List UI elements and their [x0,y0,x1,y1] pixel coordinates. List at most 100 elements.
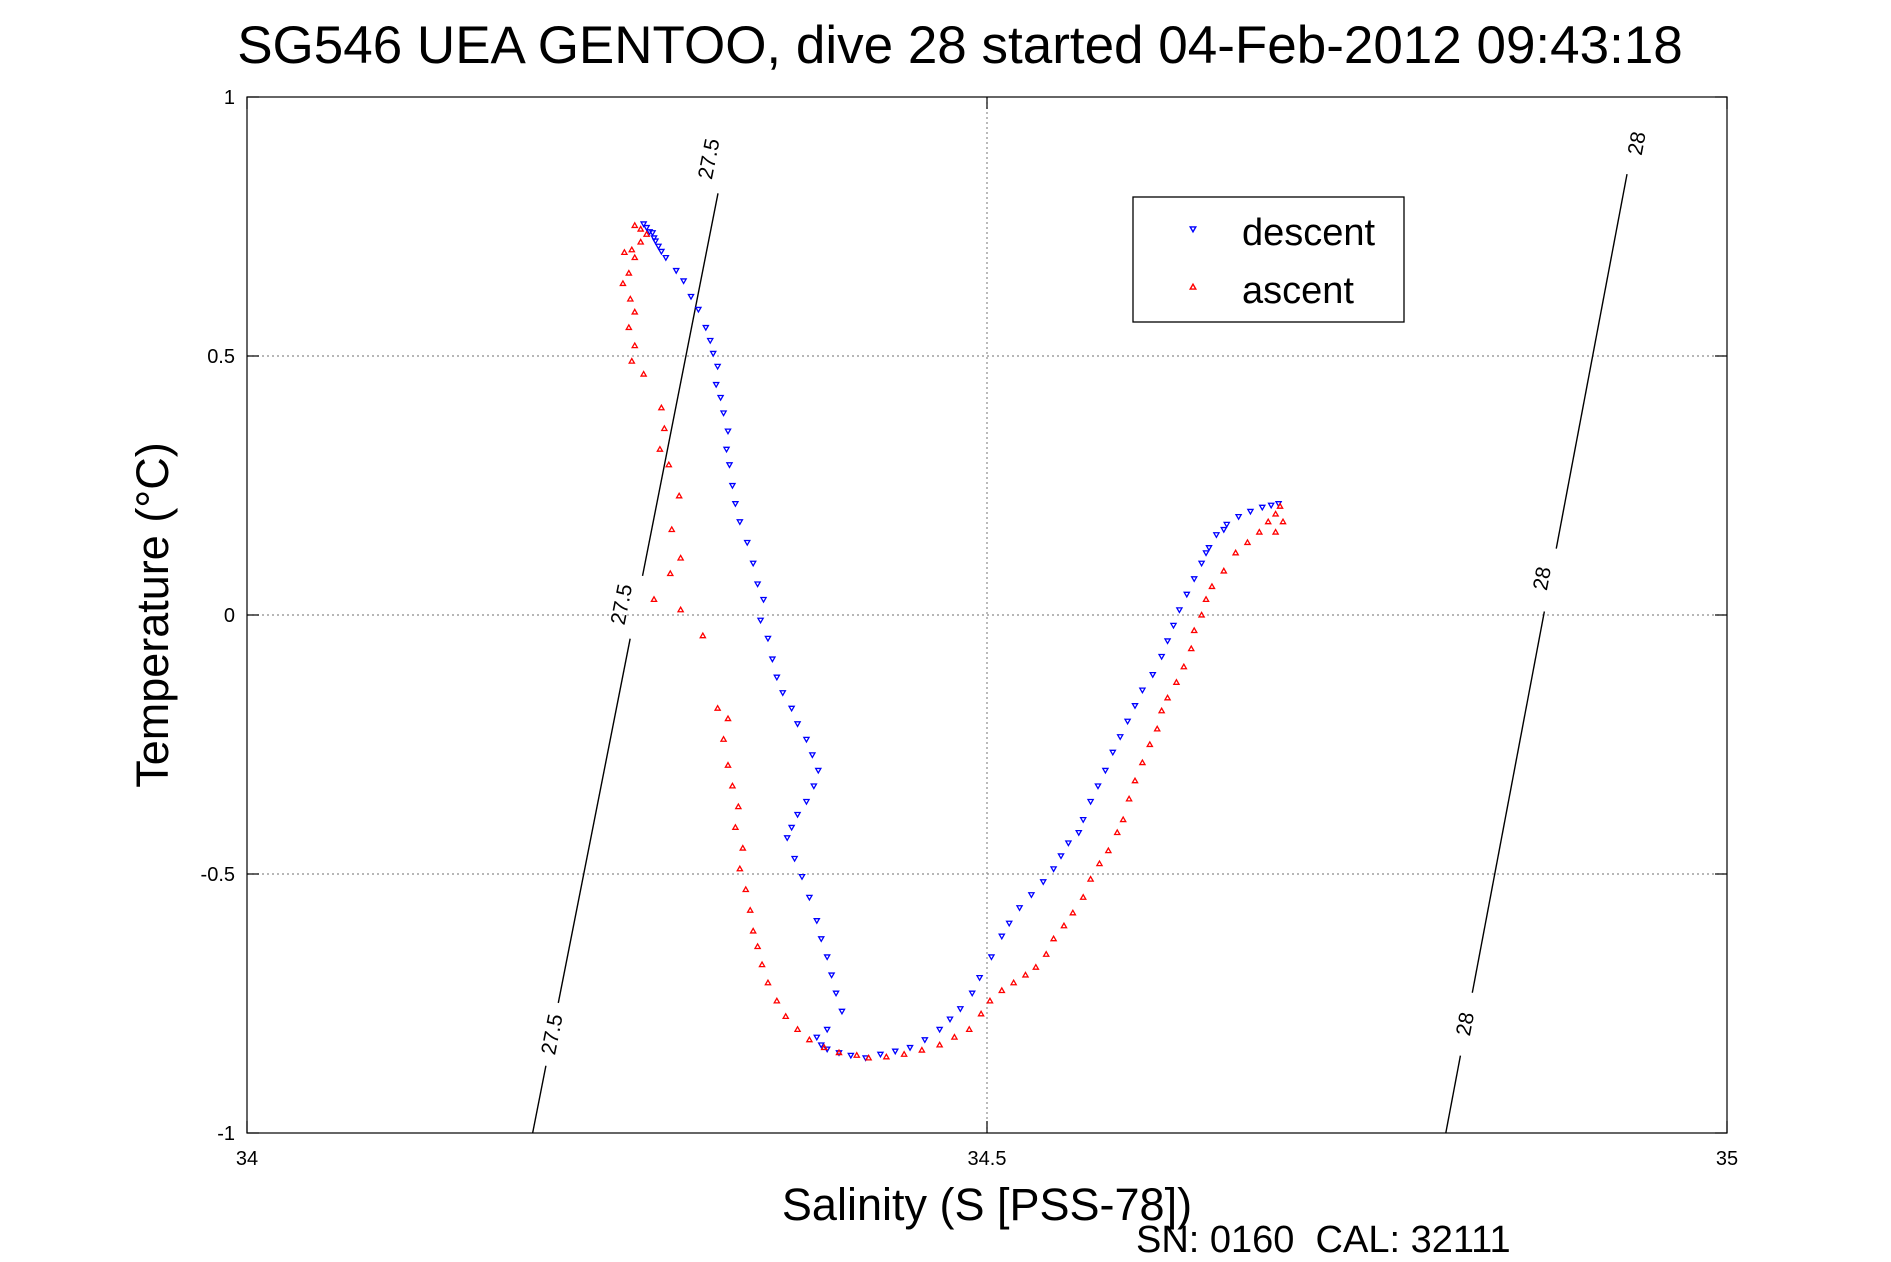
descent-point-9 [672,267,680,275]
series-descent [639,221,1283,1062]
ascent-point-56 [986,996,994,1004]
descent-point-72 [1005,920,1013,928]
ascent-point-85 [1220,567,1228,574]
y-tick-label-1: -0.5 [201,864,235,886]
descent-point-63 [906,1044,914,1052]
descent-point-15 [709,350,717,358]
descent-point-24 [731,501,740,508]
descent-point-76 [1049,866,1058,873]
ascent-point-44 [805,1035,814,1043]
ascent-point-1 [636,225,645,232]
descent-point-18 [716,394,725,402]
ascent-point-36 [746,906,754,913]
ascent-point-46 [835,1048,843,1056]
descent-point-64 [921,1037,929,1044]
ascent-point-52 [935,1041,944,1048]
descent-point-77 [1057,853,1065,860]
ascent-point-7 [625,269,633,276]
descent-point-31 [764,635,772,643]
descent-point-21 [722,446,731,454]
contour-label-27.5-2: 27.5 [694,137,724,182]
ascent-point-71 [1125,794,1133,802]
descent-point-6 [654,243,663,251]
ascent-point-54 [965,1025,973,1032]
contour-27.5-segment-0 [531,1065,547,1133]
descent-point-45 [790,855,799,863]
descent-point-92 [1169,622,1178,630]
descent-point-105 [1220,526,1228,534]
ascent-point-33 [739,844,747,851]
descent-point-53 [838,1008,846,1016]
contour-label-28-0: 28 [1452,1010,1479,1037]
ascent-point-67 [1095,859,1104,867]
ascent-point-75 [1153,725,1161,732]
contour-27.5-segment-1 [557,638,631,1004]
descent-point-82 [1094,783,1102,790]
ascent-point-22 [666,569,675,577]
descent-point-12 [694,306,703,314]
ascent-point-66 [1086,875,1095,882]
descent-point-85 [1116,734,1124,741]
descent-point-66 [946,1016,954,1023]
descent-point-89 [1149,671,1157,679]
descent-point-51 [827,972,836,979]
ascent-point-19 [675,491,683,499]
descent-point-44 [783,835,791,842]
grid [247,97,1727,1133]
y-tick-label-2: 0 [224,605,235,627]
ascent-point-72 [1131,776,1139,784]
descent-point-37 [802,736,811,744]
ascent-point-63 [1060,921,1068,929]
legend-box [1132,196,1405,323]
descent-point-73 [1015,905,1024,912]
descent-point-19 [719,410,728,417]
y-tick-label-0: -1 [217,1123,235,1145]
descent-point-61 [876,1051,885,1059]
descent-point-59 [847,1052,855,1060]
descent-point-52 [832,990,840,998]
descent-point-48 [813,918,821,925]
descent-point-38 [808,752,817,759]
descent-point-86 [1123,718,1132,726]
ascent-point-90 [1271,510,1280,517]
descent-point-54 [823,1026,831,1034]
contour-label-27.5-1: 27.5 [607,582,637,627]
x-tick-label-1: 34.5 [968,1148,1007,1170]
ascent-point-9 [626,295,635,302]
descent-point-32 [768,656,777,663]
ascent-point-76 [1157,706,1166,714]
ascent-point-10 [631,308,639,315]
descent-point-14 [706,337,714,345]
legend-label-descent: descent [1242,212,1376,254]
descent-point-28 [753,581,762,588]
contour-28-segment-1 [1471,611,1546,993]
ascent-point-68 [1104,846,1113,854]
ascent-point-91 [1276,502,1284,509]
tick-labels: 34 34.5 35 -1 -0.5 0 0.5 1 [201,87,1739,1170]
ascent-point-55 [977,1009,985,1017]
descent-point-13 [702,324,710,332]
ascent-point-32 [731,823,740,830]
x-axis-label: Salinity (S [PSS-78]) [782,1179,1192,1230]
ascent-point-45 [820,1043,828,1051]
ascent-point-12 [631,341,639,349]
ascent-point-20 [668,525,676,533]
ascent-point-61 [1042,950,1050,957]
descent-point-40 [810,783,818,790]
descent-point-91 [1163,638,1172,645]
descent-point-84 [1109,749,1117,757]
ascent-point-34 [736,864,744,872]
ascent-point-62 [1049,934,1058,942]
descent-point-102 [1258,504,1267,512]
descent-point-80 [1079,817,1087,824]
ascent-point-60 [1032,963,1040,970]
ascent-point-53 [950,1033,959,1040]
y-tick-label-4: 1 [224,87,235,109]
ascent-point-0 [631,221,639,229]
ascent-point-31 [734,802,743,810]
descent-point-23 [728,482,737,490]
x-tick-label-0: 34 [236,1148,258,1170]
descent-point-68 [968,990,976,998]
descent-point-7 [657,248,666,256]
